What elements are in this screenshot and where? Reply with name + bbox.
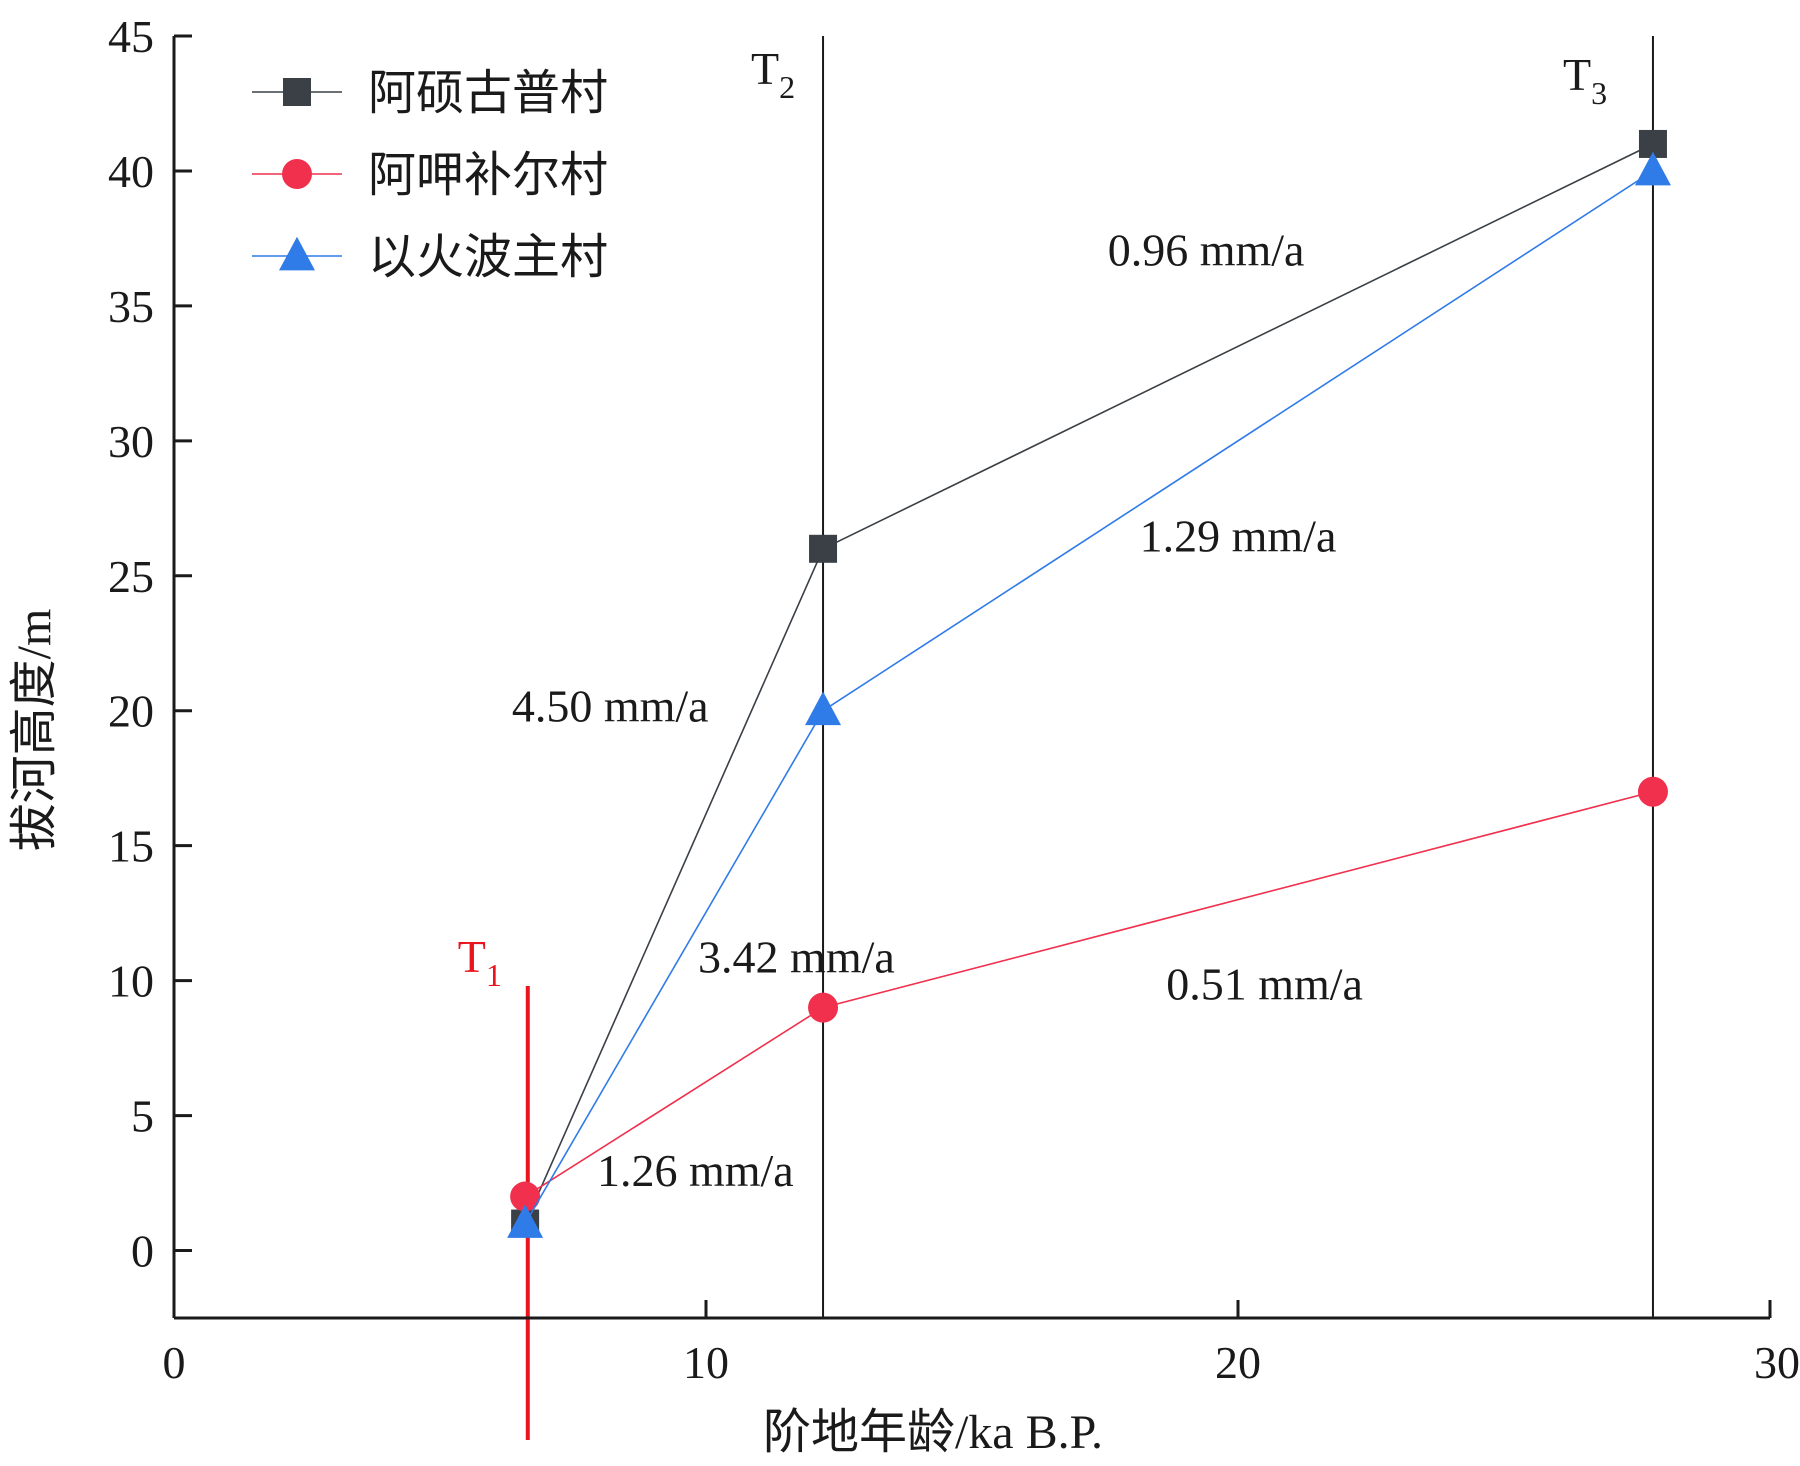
rate-annotation: 0.51 mm/a <box>1166 959 1363 1010</box>
data-series <box>507 129 1671 1238</box>
y-tick-label: 10 <box>108 956 154 1007</box>
terrace-label-t2: T2 <box>751 43 795 105</box>
legend-label: 阿呷补尔村 <box>368 149 608 202</box>
rate-annotation: 3.42 mm/a <box>698 932 895 983</box>
y-axis-title: 拔河高度/m <box>8 609 61 852</box>
y-tick-label: 15 <box>108 821 154 872</box>
axes: 0 5 10 15 20 25 30 35 40 45 0 10 20 30 <box>108 11 1800 1388</box>
y-tick-label: 35 <box>108 281 154 332</box>
legend-marker-circle <box>282 159 312 189</box>
data-point-triangle <box>507 1204 544 1238</box>
x-tick-label: 30 <box>1754 1337 1800 1388</box>
y-tick-label: 30 <box>108 416 154 467</box>
rate-annotation: 4.50 mm/a <box>512 681 709 732</box>
y-tick-label: 45 <box>108 11 154 62</box>
terrace-label-t1: T1 <box>458 931 502 993</box>
data-point-triangle <box>1634 151 1671 186</box>
terrace-lines: T1 T2 T3 <box>458 36 1654 1440</box>
data-point-triangle <box>805 691 842 726</box>
rate-annotation: 0.96 mm/a <box>1108 224 1305 275</box>
legend-label: 以火波主村 <box>368 231 608 284</box>
rate-annotations: 0.96 mm/a 1.29 mm/a 4.50 mm/a 3.42 mm/a 0.51… <box>512 224 1363 1195</box>
x-tick-label: 10 <box>683 1337 729 1388</box>
legend-label: 阿硕古普村 <box>368 67 608 120</box>
data-point-circle <box>1637 776 1668 807</box>
x-tick-label: 20 <box>1215 1337 1261 1388</box>
y-tick-label: 25 <box>108 551 154 602</box>
data-point-circle <box>510 1181 541 1212</box>
rate-annotation: 1.26 mm/a <box>597 1145 794 1196</box>
y-tick-label: 20 <box>108 686 154 737</box>
legend-marker-triangle <box>279 236 315 271</box>
y-tick-label: 5 <box>131 1091 154 1142</box>
y-tick-label: 0 <box>131 1226 154 1277</box>
data-point-square <box>809 534 838 563</box>
rate-annotation: 1.29 mm/a <box>1140 510 1337 561</box>
x-axis-title: 阶地年龄/ka B.P. <box>763 1406 1103 1459</box>
y-tick-label: 40 <box>108 146 154 197</box>
terrace-label-t3: T3 <box>1563 49 1607 111</box>
data-point-circle <box>808 992 839 1023</box>
x-tick-label: 0 <box>163 1337 186 1388</box>
series-line-2 <box>524 790 1654 1198</box>
legend-marker-square <box>283 78 311 106</box>
